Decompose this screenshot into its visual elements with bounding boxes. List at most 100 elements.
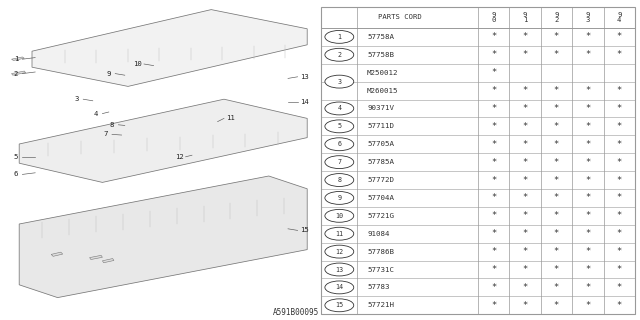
Text: *: *	[491, 122, 497, 131]
Text: 57731C: 57731C	[367, 267, 394, 273]
Text: *: *	[585, 265, 591, 274]
Ellipse shape	[325, 156, 354, 169]
Text: 9
4: 9 4	[617, 12, 621, 23]
Text: 9: 9	[107, 71, 111, 76]
Text: *: *	[554, 86, 559, 95]
Text: *: *	[554, 140, 559, 149]
Ellipse shape	[325, 75, 354, 88]
Text: *: *	[522, 265, 528, 274]
Text: 9
2: 9 2	[554, 12, 559, 23]
Text: *: *	[522, 86, 528, 95]
Text: 7: 7	[337, 159, 341, 165]
Text: *: *	[585, 301, 591, 310]
Text: 5: 5	[337, 123, 341, 129]
Text: *: *	[585, 32, 591, 41]
Text: *: *	[585, 50, 591, 59]
Text: 2: 2	[337, 52, 341, 58]
Text: A591B00095: A591B00095	[273, 308, 319, 317]
Text: *: *	[491, 193, 497, 203]
Text: *: *	[616, 193, 622, 203]
Text: *: *	[616, 104, 622, 113]
Text: *: *	[616, 265, 622, 274]
Text: *: *	[585, 283, 591, 292]
Text: 9
0: 9 0	[492, 12, 496, 23]
Text: *: *	[522, 122, 528, 131]
Ellipse shape	[325, 245, 354, 258]
Ellipse shape	[325, 30, 354, 43]
Text: *: *	[522, 193, 528, 203]
Text: *: *	[522, 158, 528, 167]
Text: *: *	[585, 193, 591, 203]
Ellipse shape	[325, 209, 354, 222]
Text: *: *	[491, 50, 497, 59]
Text: *: *	[554, 50, 559, 59]
Text: 6: 6	[337, 141, 341, 147]
Bar	[321, 7, 635, 314]
Text: *: *	[585, 229, 591, 238]
Text: 91084: 91084	[367, 231, 390, 237]
Text: *: *	[554, 229, 559, 238]
Text: *: *	[491, 247, 497, 256]
Text: *: *	[616, 176, 622, 185]
Text: 57785A: 57785A	[367, 159, 394, 165]
Text: 9
3: 9 3	[586, 12, 590, 23]
Text: *: *	[491, 176, 497, 185]
Ellipse shape	[325, 227, 354, 240]
Text: 57786B: 57786B	[367, 249, 394, 255]
Text: 1: 1	[14, 56, 18, 62]
Text: 15: 15	[335, 302, 344, 308]
Text: 57721G: 57721G	[367, 213, 394, 219]
Text: 11: 11	[226, 116, 235, 121]
Text: *: *	[491, 211, 497, 220]
Text: *: *	[554, 158, 559, 167]
Text: *: *	[554, 247, 559, 256]
Text: *: *	[522, 229, 528, 238]
Text: *: *	[491, 68, 497, 77]
Text: *: *	[616, 32, 622, 41]
Text: *: *	[522, 104, 528, 113]
Text: 14: 14	[335, 284, 344, 290]
Text: *: *	[491, 283, 497, 292]
Ellipse shape	[325, 281, 354, 294]
Text: 10: 10	[133, 61, 142, 67]
Text: *: *	[522, 50, 528, 59]
Text: 57704A: 57704A	[367, 195, 394, 201]
Ellipse shape	[325, 120, 354, 133]
Text: *: *	[522, 211, 528, 220]
Text: *: *	[616, 211, 622, 220]
Text: *: *	[491, 265, 497, 274]
Text: 9: 9	[337, 195, 341, 201]
Text: *: *	[491, 86, 497, 95]
Text: *: *	[616, 283, 622, 292]
Text: *: *	[616, 140, 622, 149]
Text: 57721H: 57721H	[367, 302, 394, 308]
Text: *: *	[585, 158, 591, 167]
Text: 4: 4	[337, 106, 341, 111]
Text: *: *	[554, 122, 559, 131]
Text: PARTS CORD: PARTS CORD	[378, 14, 422, 20]
Text: M250012: M250012	[367, 70, 399, 76]
Text: *: *	[491, 158, 497, 167]
Ellipse shape	[325, 138, 354, 151]
Text: 90371V: 90371V	[367, 106, 394, 111]
Text: *: *	[585, 176, 591, 185]
Text: 3: 3	[337, 79, 341, 84]
Text: 8: 8	[110, 122, 114, 128]
Text: 57705A: 57705A	[367, 141, 394, 147]
Text: *: *	[616, 122, 622, 131]
Text: 57711D: 57711D	[367, 123, 394, 129]
Text: 11: 11	[335, 231, 344, 237]
Text: *: *	[616, 50, 622, 59]
Text: *: *	[585, 104, 591, 113]
Polygon shape	[12, 71, 26, 75]
Text: *: *	[491, 104, 497, 113]
Polygon shape	[102, 259, 114, 263]
Ellipse shape	[325, 191, 354, 204]
Polygon shape	[19, 99, 307, 182]
Text: *: *	[616, 229, 622, 238]
Text: 57758B: 57758B	[367, 52, 394, 58]
Text: 1: 1	[337, 34, 341, 40]
Text: *: *	[522, 301, 528, 310]
Text: *: *	[491, 32, 497, 41]
Text: 13: 13	[335, 267, 344, 273]
